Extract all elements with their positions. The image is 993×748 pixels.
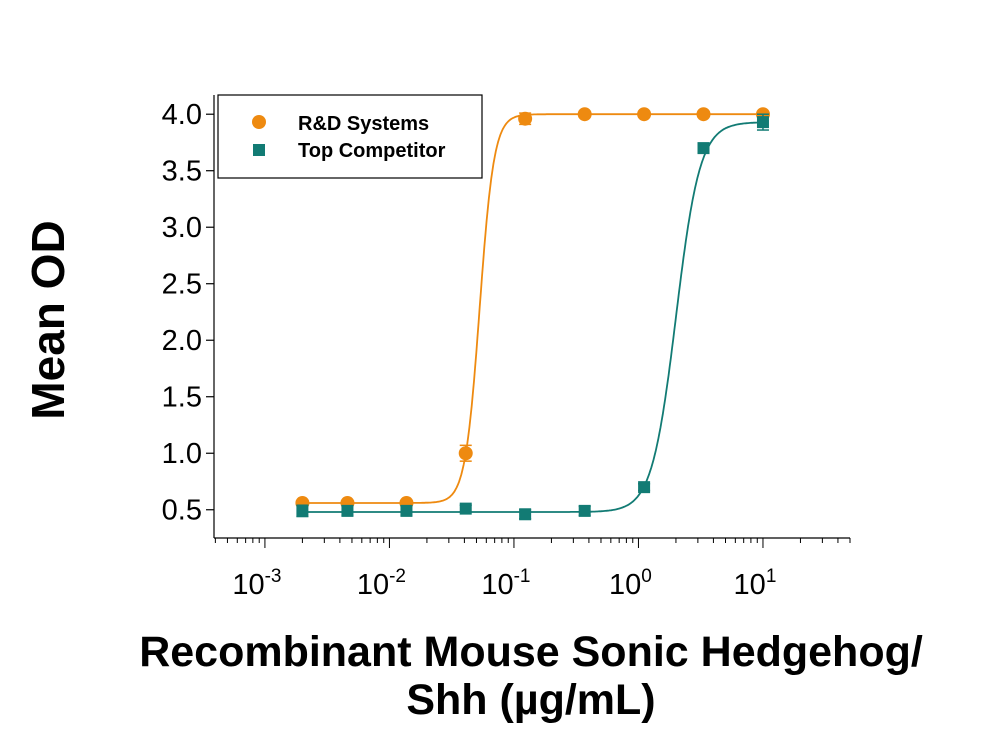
legend-label-rd-systems: R&D Systems (298, 113, 429, 135)
x-tick-label: 10-2 (357, 566, 406, 601)
data-point-rd-systems (696, 107, 711, 122)
y-axis-label: Mean OD (22, 220, 74, 419)
fit-curve-rd-systems (302, 113, 763, 504)
data-point-top-competitor (400, 504, 413, 517)
data-point-top-competitor (697, 142, 710, 155)
y-tick-label: 1.0 (162, 438, 202, 470)
data-point-top-competitor (519, 508, 532, 521)
fit-curves (302, 113, 763, 513)
y-tick-label: 4.0 (162, 99, 202, 131)
data-point-top-competitor (638, 481, 651, 494)
x-axis-label-line2: Shh (µg/mL) (406, 676, 655, 724)
y-tick-label: 3.0 (162, 212, 202, 244)
data-point-rd-systems (637, 107, 652, 122)
legend-marker-rd-systems (252, 115, 266, 129)
data-point-top-competitor (341, 504, 354, 517)
y-tick-label: 2.5 (162, 269, 202, 301)
data-point-top-competitor (296, 504, 309, 517)
legend-marker-top-competitor (253, 144, 265, 156)
x-tick-label: 10-3 (232, 566, 281, 601)
legend: R&D Systems Top Competitor (217, 94, 483, 179)
x-tick-label: 101 (734, 566, 777, 601)
x-tick-label: 10-1 (481, 566, 530, 601)
data-point-top-competitor (459, 502, 472, 515)
y-tick-label: 3.5 (162, 156, 202, 188)
axes: 0.5 1.0 1.5 2.0 2.5 3.0 3.5 4.0 10-3 10-2 10-1 100 1… (162, 95, 851, 601)
fit-curve-top-competitor (302, 121, 763, 513)
y-tick-label: 1.5 (162, 382, 202, 414)
legend-label-top-competitor: Top Competitor (298, 140, 446, 162)
data-point-rd-systems (458, 446, 473, 461)
x-axis-label-line1: Recombinant Mouse Sonic Hedgehog/ (139, 628, 923, 676)
data-point-rd-systems (577, 107, 592, 122)
legend-box (217, 94, 483, 179)
data-point-rd-systems (518, 111, 533, 126)
data-points (295, 107, 770, 521)
x-tick-label: 100 (609, 566, 652, 601)
y-tick-label: 0.5 (162, 495, 202, 527)
data-point-top-competitor (756, 116, 769, 129)
data-point-top-competitor (578, 504, 591, 517)
y-tick-label: 2.0 (162, 325, 202, 357)
